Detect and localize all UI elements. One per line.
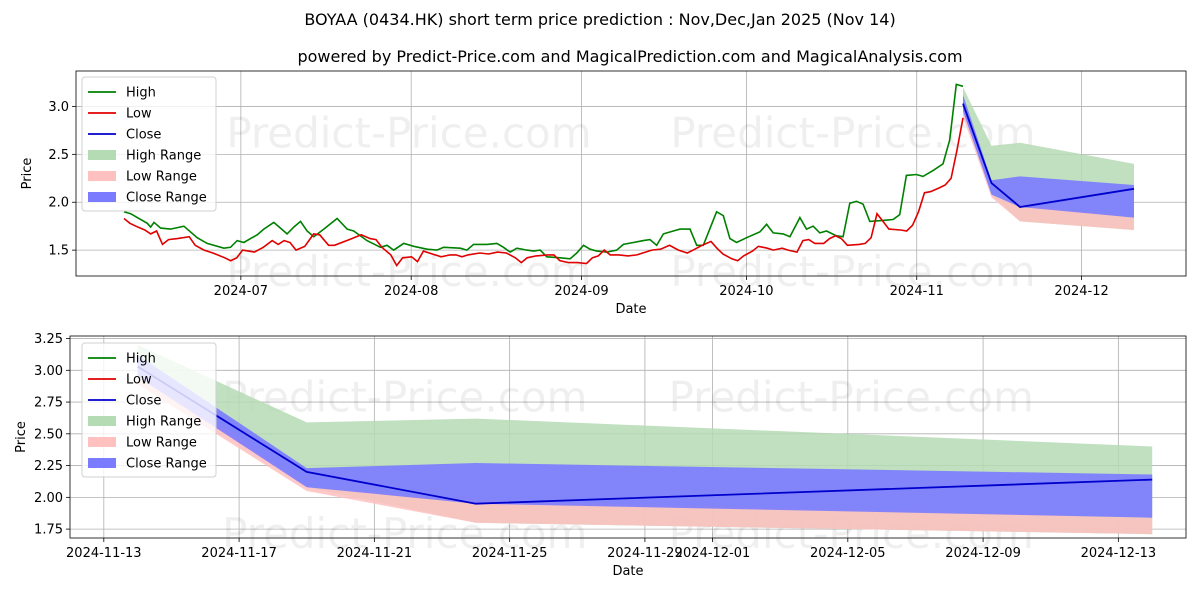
x-tick-label: 2024-12	[1054, 284, 1108, 299]
x-tick-label: 2024-07	[214, 284, 268, 299]
top-plot-area	[123, 83, 1135, 267]
x-axis-label: Date	[615, 302, 646, 317]
forecast-low-range-band	[963, 101, 1134, 230]
bottom-plot-area	[137, 344, 1153, 535]
legend-label-close: Close	[126, 394, 161, 409]
legend-label-low-range: Low Range	[126, 170, 197, 185]
y-axis-label: Price	[14, 421, 29, 453]
watermark-text: Predict-Price.com	[226, 109, 591, 158]
forecast-close-range-band	[963, 94, 1134, 218]
x-tick-label: 2024-11-29	[607, 546, 683, 561]
legend-swatch-low-range	[88, 437, 116, 447]
watermark-text: Predict-Price.com	[669, 373, 1034, 422]
legend-label-close-range: Close Range	[126, 457, 207, 472]
legend-label-low-range: Low Range	[126, 436, 197, 451]
y-tick-label: 2.00	[34, 491, 63, 506]
y-tick-label: 1.75	[34, 523, 63, 538]
legend-swatch-close-range	[88, 458, 116, 468]
plot-frame	[69, 335, 1187, 539]
legend-swatch-close-range	[88, 192, 116, 202]
x-tick-label: 2024-12-05	[810, 546, 886, 561]
y-tick-label: 2.50	[34, 427, 63, 442]
x-tick-label: 2024-08	[384, 284, 438, 299]
x-axis-label: Date	[612, 564, 643, 579]
legend-label-low: Low	[126, 373, 152, 388]
x-tick-label: 2024-11-17	[201, 546, 277, 561]
x-tick-label: 2024-11	[890, 284, 944, 299]
watermark-text: Predict-Price.com	[226, 247, 591, 296]
y-tick-label: 3.0	[48, 100, 69, 115]
bottom-chart-panel: 2024-11-13 2024-11-17 2024-11-21 2024-11-25…	[14, 332, 1187, 579]
close-range-band	[137, 355, 1153, 518]
x-tick-label: 2024-11-25	[472, 546, 548, 561]
chart-title: BOYAA (0434.HK) short term price predict…	[304, 10, 895, 29]
legend-swatch-low-range	[88, 171, 116, 181]
legend-label-high: High	[126, 86, 156, 101]
x-tick-label: 2024-12-09	[945, 546, 1021, 561]
legend-label-close-range: Close Range	[126, 191, 207, 206]
watermark-text: Predict-Price.com	[670, 247, 1035, 296]
legend-label-low: Low	[126, 107, 152, 122]
legend-label-close: Close	[126, 128, 161, 143]
x-tick-label: 2024-11-21	[337, 546, 413, 561]
y-tick-label: 2.25	[34, 459, 63, 474]
close-line	[137, 365, 1153, 505]
x-tick-label: 2024-12-01	[675, 546, 751, 561]
top-chart-panel: 2024-07 2024-08 2024-09 2024-10 2024-11 2024-…	[20, 70, 1187, 317]
chart-subtitle: powered by Predict-Price.com and Magical…	[297, 47, 962, 66]
y-tick-label: 1.5	[48, 244, 69, 259]
legend-label-high-range: High Range	[126, 415, 201, 430]
y-axis-label: Price	[20, 158, 35, 190]
plot-frame	[75, 70, 1187, 277]
y-tick-label: 2.75	[34, 396, 63, 411]
y-tick-label: 3.00	[34, 364, 63, 379]
y-tick-label: 2.0	[48, 196, 69, 211]
legend-swatch-high-range	[88, 150, 116, 160]
x-tick-label: 2024-11-13	[66, 546, 142, 561]
high-price-line	[123, 83, 964, 260]
legend-label-high-range: High Range	[126, 149, 201, 164]
y-tick-label: 2.5	[48, 148, 69, 163]
legend-swatch-high-range	[88, 416, 116, 426]
legend-label-high: High	[126, 352, 156, 367]
x-tick-label: 2024-10	[719, 284, 773, 299]
close-forecast-line	[962, 103, 1135, 208]
low-range-band	[137, 363, 1153, 535]
x-tick-label: 2024-09	[554, 284, 608, 299]
y-tick-label: 3.25	[34, 332, 63, 347]
low-price-line	[123, 117, 964, 267]
x-tick-label: 2024-12-13	[1081, 546, 1157, 561]
